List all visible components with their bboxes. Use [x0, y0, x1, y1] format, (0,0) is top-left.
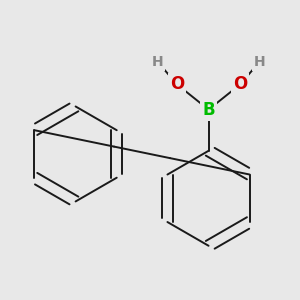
- Text: H: H: [152, 55, 164, 69]
- Text: H: H: [254, 55, 265, 69]
- Text: B: B: [202, 100, 215, 118]
- Text: O: O: [170, 75, 184, 93]
- Text: O: O: [233, 75, 247, 93]
